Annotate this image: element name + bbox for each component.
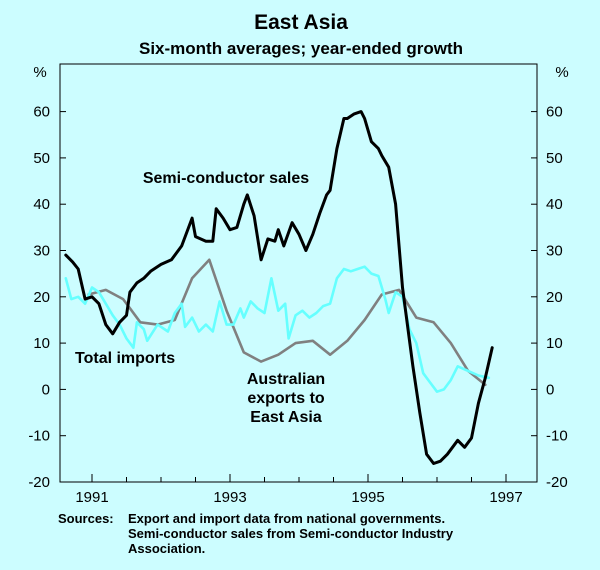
right-axis-unit: % xyxy=(555,64,568,81)
series-label-australian-exports-to-east-asia: Australian xyxy=(247,371,325,388)
chart-title: East Asia xyxy=(254,11,348,34)
series-annotations: Semi-conductor sales Total imports Austral… xyxy=(75,170,325,426)
x-axis: 1991 1993 1995 1997 xyxy=(75,474,523,506)
chart-subtitle: Six-month averages; year-ended growth xyxy=(139,39,463,58)
y-tick-label-left: -20 xyxy=(28,474,50,491)
series-line-semi-conductor-sales xyxy=(64,110,494,465)
series-layer xyxy=(64,110,494,465)
series-label-australian-exports-to-east-asia: East Asia xyxy=(250,409,322,426)
left-axis-unit: % xyxy=(33,64,46,81)
y-tick-label-right: 10 xyxy=(546,335,563,352)
y-tick-label-right: 40 xyxy=(546,196,563,213)
plot-area xyxy=(59,63,538,483)
source-line: Export and import data from national gov… xyxy=(128,511,446,526)
x-tick-label: 1995 xyxy=(351,489,384,506)
x-tick-label: 1991 xyxy=(75,489,108,506)
y-tick-label-right: -20 xyxy=(546,474,568,491)
y-tick-label-left: 50 xyxy=(33,150,50,167)
y-tick-label-left: 0 xyxy=(42,381,50,398)
left-y-axis: 60 50 40 30 20 10 0 -10 -20 xyxy=(28,104,66,491)
x-tick-label: 1997 xyxy=(489,489,522,506)
sources-label: Sources: xyxy=(58,511,114,526)
y-tick-label-left: 40 xyxy=(33,196,50,213)
y-tick-label-left: 60 xyxy=(33,104,50,121)
y-tick-label-left: -10 xyxy=(28,428,50,445)
y-tick-label-right: 60 xyxy=(546,104,563,121)
y-tick-label-right: -10 xyxy=(546,428,568,445)
y-tick-label-left: 30 xyxy=(33,243,50,260)
y-tick-label-right: 0 xyxy=(546,381,554,398)
series-label-total-imports: Total imports xyxy=(75,350,175,367)
sources-note: Sources: Export and import data from nat… xyxy=(58,511,558,556)
series-label-semi-conductor-sales: Semi-conductor sales xyxy=(143,170,309,187)
source-line: Semi-conductor sales from Semi-conductor… xyxy=(128,526,454,541)
source-line: Association. xyxy=(128,541,206,556)
series-label-australian-exports-to-east-asia: exports to xyxy=(247,390,325,407)
right-y-axis: 60 50 40 30 20 10 0 -10 -20 xyxy=(531,104,568,491)
y-tick-label-right: 30 xyxy=(546,243,563,260)
y-tick-label-right: 20 xyxy=(546,289,563,306)
series-line-australian-exports-to-east-asia xyxy=(87,258,487,387)
y-tick-label-right: 50 xyxy=(546,150,563,167)
x-tick-label: 1993 xyxy=(213,489,246,506)
y-tick-label-left: 20 xyxy=(33,289,50,306)
y-tick-label-left: 10 xyxy=(33,335,50,352)
